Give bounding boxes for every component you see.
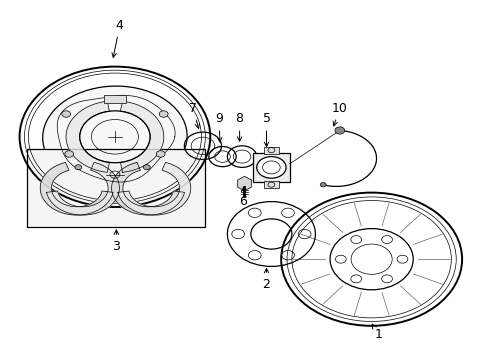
Ellipse shape	[42, 86, 187, 188]
Circle shape	[61, 111, 70, 117]
Bar	[264, 181, 278, 188]
Bar	[253, 153, 289, 182]
Circle shape	[320, 183, 325, 187]
Circle shape	[159, 111, 168, 117]
Polygon shape	[118, 162, 190, 215]
Text: 7: 7	[189, 102, 199, 129]
Text: 3: 3	[112, 230, 120, 253]
Polygon shape	[237, 176, 251, 191]
Circle shape	[64, 151, 73, 157]
Circle shape	[143, 165, 150, 170]
Polygon shape	[111, 162, 184, 215]
Text: 4: 4	[112, 19, 123, 57]
Text: 1: 1	[371, 324, 382, 341]
Bar	[104, 95, 125, 103]
Text: 6: 6	[239, 188, 247, 208]
Bar	[264, 147, 278, 154]
Polygon shape	[40, 162, 113, 215]
Circle shape	[75, 165, 81, 170]
Bar	[27, 149, 205, 227]
Polygon shape	[120, 101, 163, 172]
Text: 8: 8	[235, 112, 243, 141]
Text: 2: 2	[262, 269, 270, 291]
Circle shape	[334, 127, 344, 134]
Text: 10: 10	[331, 102, 347, 126]
Text: 9: 9	[215, 112, 223, 142]
Circle shape	[256, 157, 285, 178]
Polygon shape	[46, 162, 119, 215]
Polygon shape	[66, 101, 109, 172]
Circle shape	[156, 151, 165, 157]
Text: 5: 5	[262, 112, 270, 147]
